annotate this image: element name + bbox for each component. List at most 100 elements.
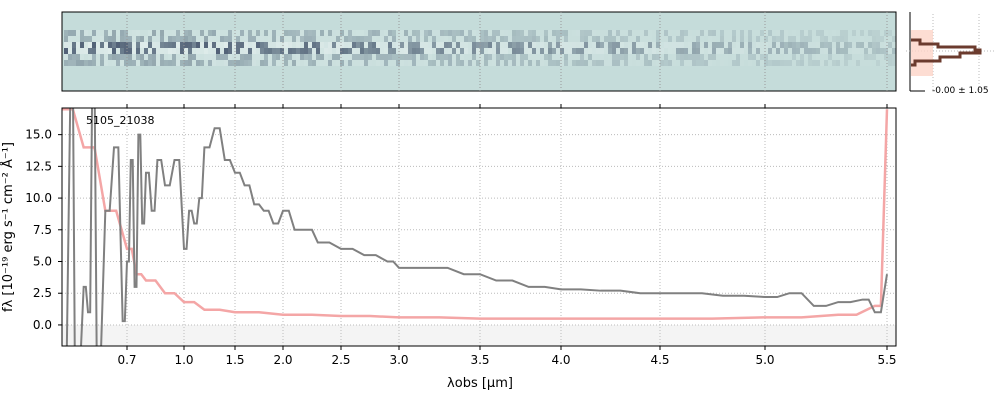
pixel — [320, 54, 324, 60]
pixel — [176, 30, 180, 36]
pixel — [520, 48, 524, 54]
pixel — [672, 60, 676, 66]
pixel — [780, 30, 784, 36]
pixel — [220, 30, 224, 36]
pixel — [652, 54, 656, 60]
pixel — [632, 42, 636, 48]
pixel — [152, 30, 156, 36]
pixel — [800, 42, 804, 48]
pixel — [300, 30, 304, 36]
pixel — [204, 42, 208, 48]
pixel — [160, 42, 164, 48]
pixel — [292, 54, 296, 60]
x-tick-label: 1.5 — [225, 353, 244, 367]
pixel — [156, 48, 160, 54]
pixel — [196, 42, 200, 48]
pixel — [772, 42, 776, 48]
pixel — [860, 54, 864, 60]
pixel — [340, 36, 344, 42]
pixel — [556, 42, 560, 48]
pixel — [320, 60, 324, 66]
pixel — [348, 42, 352, 48]
pixel — [460, 54, 464, 60]
pixel — [228, 60, 232, 66]
pixel — [688, 48, 692, 54]
pixel — [868, 60, 872, 66]
pixel — [444, 60, 448, 66]
pixel — [408, 54, 412, 60]
pixel — [84, 30, 88, 36]
pixel — [284, 54, 288, 60]
pixel — [684, 36, 688, 42]
pixel — [516, 42, 520, 48]
pixel — [824, 42, 828, 48]
pixel — [180, 42, 184, 48]
pixel — [304, 48, 308, 54]
pixel — [648, 36, 652, 42]
pixel — [248, 48, 252, 54]
pixel — [184, 48, 188, 54]
pixel — [404, 54, 408, 60]
pixel — [244, 48, 248, 54]
pixel — [636, 36, 640, 42]
pixel — [804, 30, 808, 36]
pixel — [628, 42, 632, 48]
pixel — [500, 54, 504, 60]
pixel — [364, 42, 368, 48]
pixel — [764, 30, 768, 36]
pixel — [104, 42, 108, 48]
pixel — [768, 60, 772, 66]
pixel — [204, 60, 208, 66]
pixel — [104, 60, 108, 66]
pixel — [396, 36, 400, 42]
pixel — [828, 30, 832, 36]
pixel — [756, 42, 760, 48]
pixel — [732, 48, 736, 54]
pixel — [584, 54, 588, 60]
pixel — [208, 42, 212, 48]
pixel — [272, 30, 276, 36]
pixel — [884, 60, 888, 66]
pixel — [508, 36, 512, 42]
pixel — [120, 60, 124, 66]
pixel — [164, 54, 168, 60]
pixel — [824, 48, 828, 54]
pixel — [456, 30, 460, 36]
pixel — [208, 30, 212, 36]
pixel — [168, 42, 172, 48]
pixel — [96, 60, 100, 66]
pixel — [728, 54, 732, 60]
pixel — [684, 48, 688, 54]
pixel — [76, 42, 80, 48]
pixel — [420, 42, 424, 48]
pixel — [496, 60, 500, 66]
pixel — [764, 36, 768, 42]
pixel — [784, 30, 788, 36]
pixel — [324, 54, 328, 60]
pixel — [848, 36, 852, 42]
pixel — [436, 36, 440, 42]
pixel — [552, 48, 556, 54]
pixel — [848, 30, 852, 36]
pixel — [880, 30, 884, 36]
pixel — [300, 54, 304, 60]
pixel — [436, 30, 440, 36]
pixel — [280, 48, 284, 54]
pixel — [624, 60, 628, 66]
pixel — [396, 54, 400, 60]
histogram-panel: -0.00 ± 1.05 — [906, 12, 995, 96]
pixel — [424, 42, 428, 48]
pixel — [220, 48, 224, 54]
pixel — [480, 36, 484, 42]
pixel — [796, 60, 800, 66]
pixel — [388, 42, 392, 48]
pixel — [588, 48, 592, 54]
pixel — [792, 54, 796, 60]
pixel — [420, 30, 424, 36]
pixel — [424, 54, 428, 60]
pixel — [520, 36, 524, 42]
pixel — [332, 36, 336, 42]
pixel — [64, 36, 68, 42]
pixel — [460, 48, 464, 54]
pixel — [92, 54, 96, 60]
